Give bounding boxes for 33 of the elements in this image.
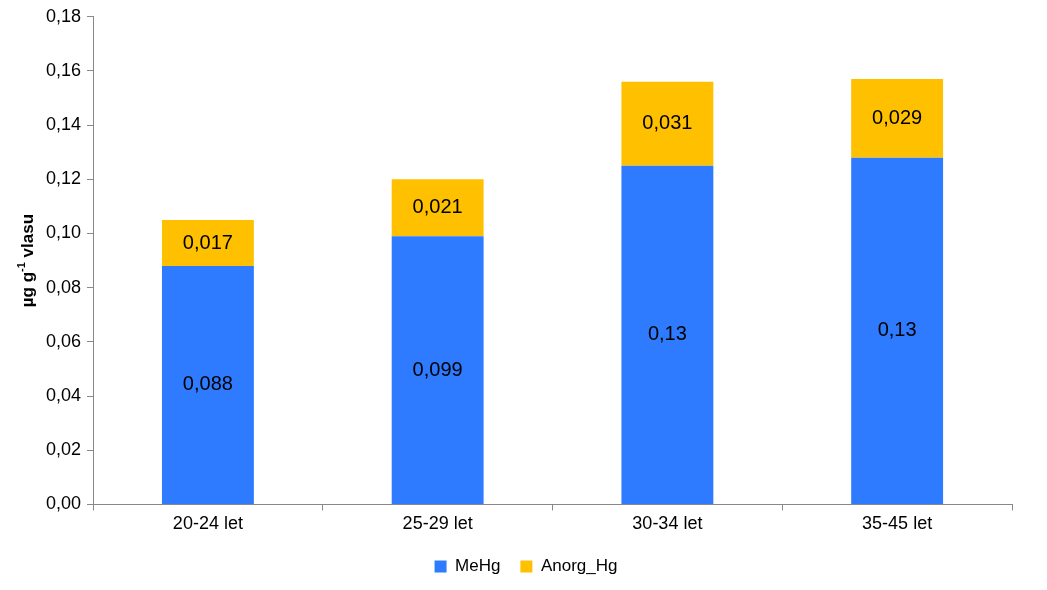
legend-label: MeHg <box>455 556 501 576</box>
legend-label: Anorg_Hg <box>540 556 618 576</box>
x-tick-label: 20-24 let <box>172 513 243 534</box>
data-label: 0,13 <box>877 318 917 341</box>
bar <box>621 81 714 166</box>
bar <box>391 236 484 504</box>
data-label: 0,031 <box>642 111 693 134</box>
y-tick-label: 0,08 <box>45 276 82 297</box>
data-label: 0,029 <box>872 105 923 128</box>
bar <box>851 157 944 504</box>
data-label: 0,099 <box>412 357 463 380</box>
x-tick-label: 25-29 let <box>402 513 473 534</box>
bar <box>621 165 714 504</box>
y-tick-label: 0,06 <box>45 330 82 351</box>
y-tick-label: 0,00 <box>45 493 82 514</box>
data-label: 0,021 <box>412 195 463 218</box>
bar <box>851 79 944 158</box>
y-tick-label: 0,14 <box>45 114 82 135</box>
y-tick-label: 0,18 <box>45 5 82 26</box>
y-tick-label: 0,16 <box>45 59 82 80</box>
y-tick-label: 0,10 <box>45 222 82 243</box>
x-tick-label: 35-45 let <box>862 513 933 534</box>
y-tick-label: 0,04 <box>45 385 82 406</box>
y-tick-label: 0,12 <box>45 168 82 189</box>
data-label: 0,017 <box>182 230 233 253</box>
y-axis-title: µg g-1 vlasu <box>15 213 37 308</box>
y-tick-label: 0,02 <box>45 439 82 460</box>
bar <box>161 219 254 267</box>
x-tick-label: 30-34 let <box>632 513 703 534</box>
data-label: 0,088 <box>182 372 233 395</box>
bar <box>161 266 254 504</box>
bar <box>391 179 484 237</box>
data-label: 0,13 <box>647 322 687 345</box>
